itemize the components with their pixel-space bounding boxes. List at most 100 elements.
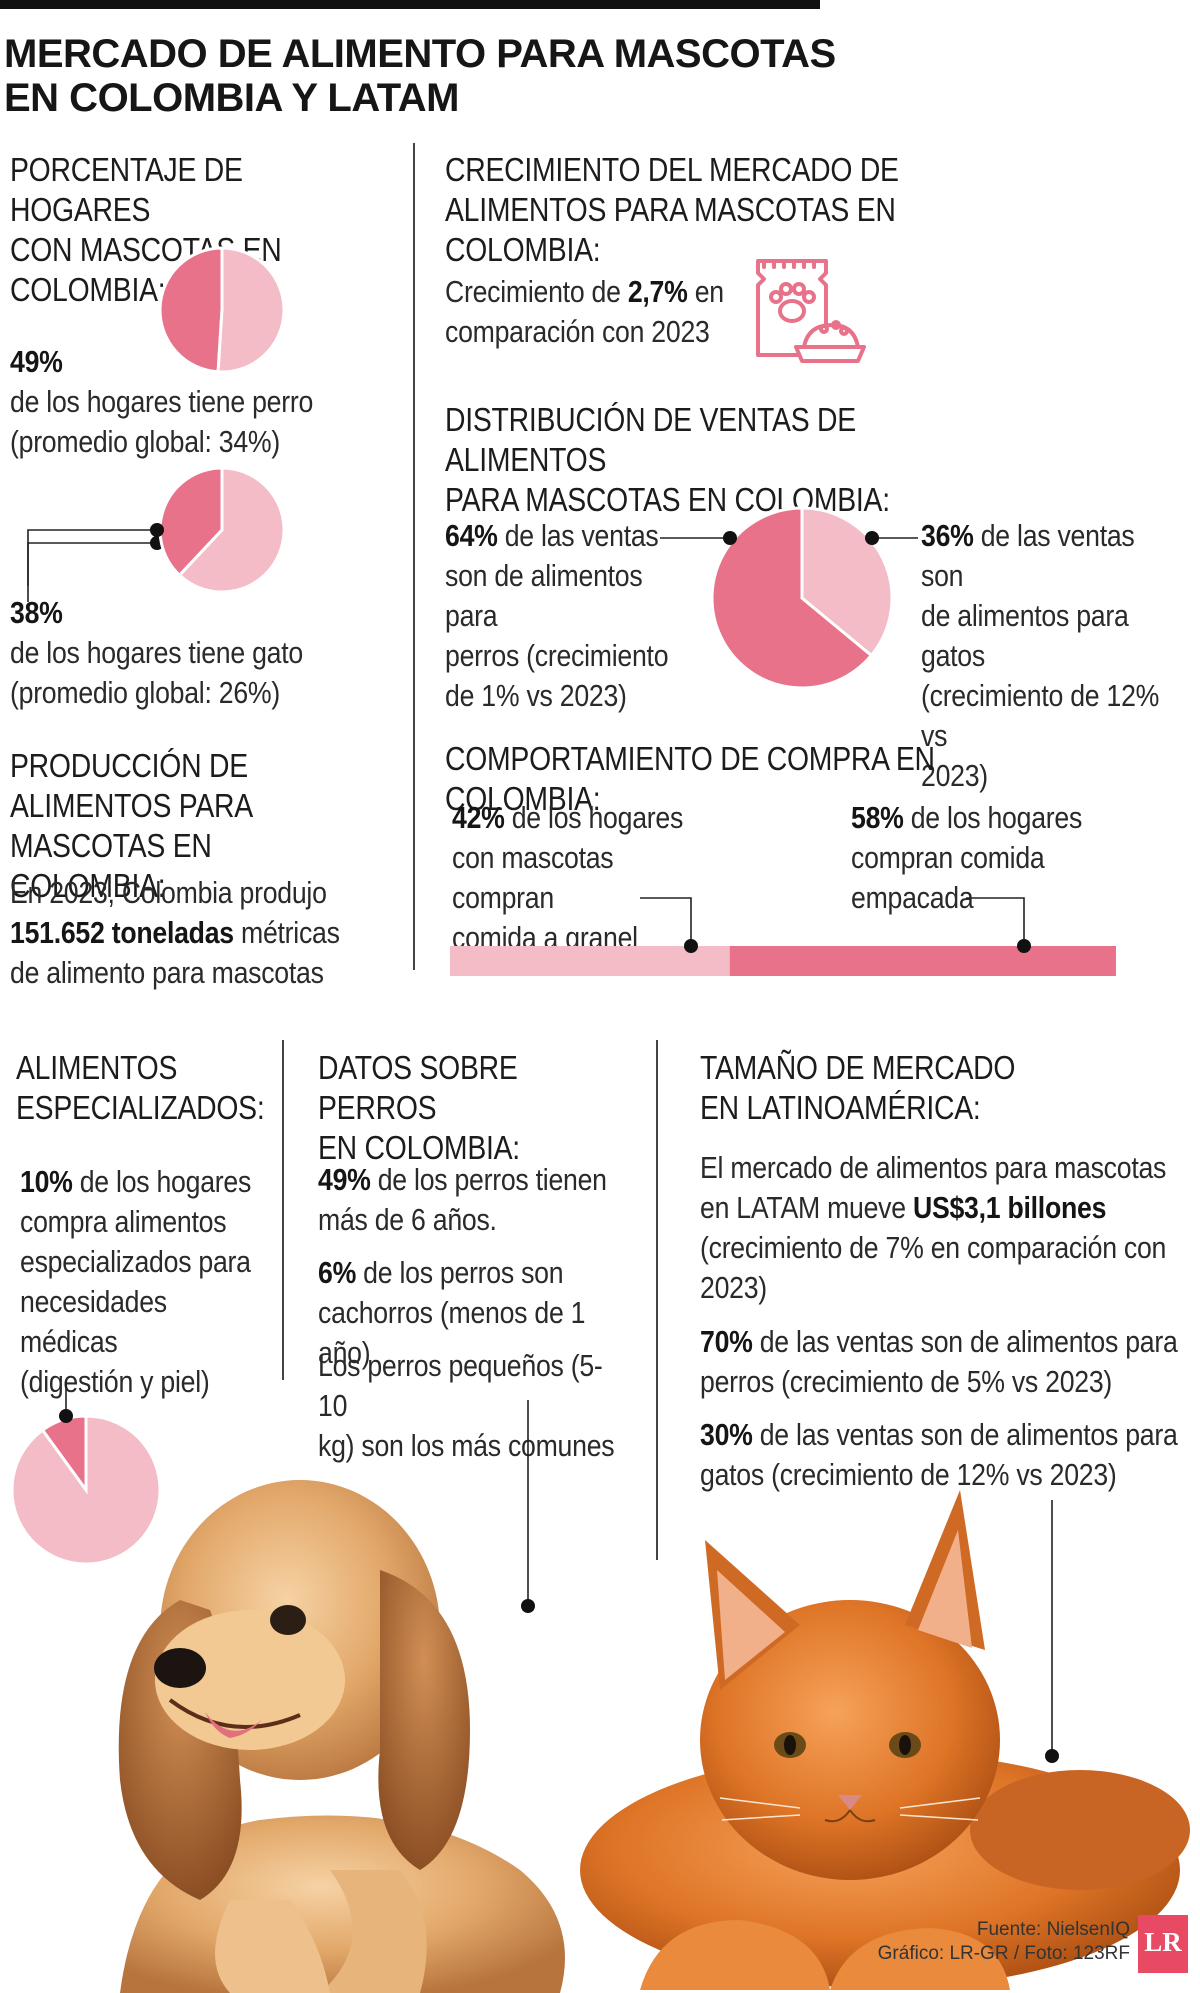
dog-households-line-2: (promedio global: 34%) — [10, 424, 280, 459]
latam-dogs-pct: 70% — [700, 1324, 753, 1359]
distribution-dogs-line-4: de 1% vs 2023) — [445, 678, 627, 713]
cats-photo-dot — [1045, 1749, 1059, 1763]
lr-logo: LR — [1138, 1915, 1188, 1973]
distribution-dogs-line-2: son de alimentos para — [445, 558, 643, 633]
column-divider-2 — [282, 1040, 284, 1380]
dog-households-pct: 49% — [10, 344, 63, 379]
specialized-line-3: especializados para — [20, 1244, 251, 1279]
buying-packed-leader — [966, 897, 1025, 946]
top-rule — [0, 0, 820, 9]
specialized-heading: ALIMENTOS ESPECIALIZADOS: — [16, 1048, 265, 1128]
pie-slice-gatos — [800, 506, 894, 658]
buying-packed-line-3: empacada — [851, 880, 974, 915]
buying-bulk-bar — [450, 946, 730, 976]
credit-text: Gráfico: LR-GR / Foto: 123RF — [877, 1943, 1130, 1964]
specialized-line-2: compra alimentos — [20, 1204, 227, 1239]
pie-slice-gato — [158, 466, 224, 578]
dog-households-text: 49% de los hogares tiene perro (promedio… — [10, 342, 371, 462]
dogs-fact-2-pct: 6% — [318, 1255, 357, 1290]
buying-packed-text: 58% de los hogares compran comida empaca… — [851, 798, 1109, 918]
distribution-dogs-text: 64% de las ventas son de alimentos para … — [445, 516, 686, 716]
distribution-dogs-line-1: de las ventas — [497, 518, 659, 553]
specialized-line-5: (digestión y piel) — [20, 1364, 210, 1399]
households-heading-line-1: PORCENTAJE DE HOGARES — [10, 151, 243, 228]
pie-slice-resto — [10, 1414, 162, 1566]
dogs-heading: DATOS SOBRE PERROS EN COLOMBIA: — [318, 1048, 610, 1168]
dogs-fact-3-line-1: Los perros pequeños (5-10 — [318, 1348, 603, 1423]
distribution-dogs-dot — [723, 531, 737, 545]
latam-heading-line-1: TAMAÑO DE MERCADO — [700, 1049, 1016, 1086]
specialized-pct: 10% — [20, 1164, 73, 1199]
dogs-fact-3-line-2: kg) son los más comunes — [318, 1428, 615, 1463]
distribution-heading: DISTRIBUCIÓN DE VENTAS DE ALIMENTOS PARA… — [445, 400, 978, 520]
dog-households-pie — [158, 246, 286, 374]
column-divider-3 — [656, 1040, 658, 1560]
latam-dogs-line-2: perros (crecimiento de 5% vs 2023) — [700, 1364, 1113, 1399]
distribution-cats-line-4: 2023) — [921, 758, 988, 793]
dogs-fact-2-line-2: cachorros (menos de 1 año) — [318, 1295, 586, 1370]
buying-bulk-leader — [640, 897, 692, 946]
dogs-fact-3: Los perros pequeños (5-10 kg) son los má… — [318, 1346, 628, 1466]
latam-cats-line-2: gatos (crecimiento de 12% vs 2023) — [700, 1457, 1117, 1492]
production-heading: PRODUCCIÓN DE ALIMENTOS PARA MASCOTAS EN… — [10, 746, 371, 906]
column-divider — [413, 143, 415, 970]
buying-packed-bar — [729, 946, 1116, 976]
cat-households-pie — [158, 466, 286, 594]
latam-dogs-line-1: de las ventas son de alimentos para — [752, 1324, 1178, 1359]
buying-bulk-pct: 42% — [452, 800, 505, 835]
pie-slice-resto — [216, 246, 286, 374]
production-line-2: métricas — [233, 915, 340, 950]
latam-heading-line-2: EN LATINOAMÉRICA: — [700, 1089, 981, 1126]
households-pies — [27, 246, 286, 602]
latam-cats-text: 30% de las ventas son de alimentos para … — [700, 1415, 1190, 1495]
distribution-cats-line-2: de alimentos para gatos — [921, 598, 1129, 673]
buying-packed-line-2: compran comida — [851, 840, 1045, 875]
cat-illustration — [580, 1490, 1190, 1990]
buying-bulk-dot — [684, 939, 698, 953]
latam-line-1: El mercado de alimentos para mascotas — [700, 1150, 1167, 1185]
title-line-1: MERCADO DE ALIMENTO PARA MASCOTAS — [4, 32, 836, 76]
production-heading-line-3: MASCOTAS EN COLOMBIA: — [10, 827, 212, 904]
cat-households-text: 38% de los hogares tiene gato (promedio … — [10, 593, 371, 713]
buying-packed-pct: 58% — [851, 800, 904, 835]
pie-slice-resto — [177, 466, 286, 594]
specialized-line-1: de los hogares — [72, 1164, 252, 1199]
latam-market-text: El mercado de alimentos para mascotas en… — [700, 1148, 1190, 1308]
specialized-heading-line-1: ALIMENTOS — [16, 1049, 178, 1086]
dogs-heading-line-2: EN COLOMBIA: — [318, 1129, 520, 1166]
dogs-fact-1-line-2: más de 6 años. — [318, 1202, 497, 1237]
distribution-dogs-pct: 64% — [445, 518, 498, 553]
growth-heading-line-1: CRECIMIENTO DEL MERCADO DE — [445, 151, 899, 188]
specialized-line-4: necesidades médicas — [20, 1284, 167, 1359]
production-tonnes: 151.652 toneladas — [10, 915, 234, 950]
page-title: MERCADO DE ALIMENTO PARA MASCOTAS EN COL… — [4, 32, 844, 120]
production-line-1: En 2023, Colombia produjo — [10, 875, 327, 910]
buying-packed-line-1: de los hogares — [903, 800, 1083, 835]
growth-text: Crecimiento de 2,7% en comparación con 2… — [445, 272, 755, 352]
cat-households-pct: 38% — [10, 595, 63, 630]
production-line-3: de alimento para mascotas — [10, 955, 324, 990]
dogs-fact-2-line-1: de los perros son — [356, 1255, 564, 1290]
dog-and-cat-photo — [118, 1400, 1190, 1993]
production-text: En 2023, Colombia produjo 151.652 tonela… — [10, 873, 406, 993]
distribution-pie — [710, 506, 894, 690]
production-heading-line-1: PRODUCCIÓN DE — [10, 747, 248, 784]
dogs-fact-2: 6% de los perros son cachorros (menos de… — [318, 1253, 628, 1373]
distribution-cats-line-3: (crecimiento de 12% vs — [921, 678, 1160, 753]
latam-market-size: US$3,1 billones — [912, 1190, 1107, 1225]
latam-heading: TAMAÑO DE MERCADO EN LATINOAMÉRICA: — [700, 1048, 1096, 1128]
cat-households-line-2: (promedio global: 26%) — [10, 675, 280, 710]
distribution-cats-pct: 36% — [921, 518, 974, 553]
production-heading-line-2: ALIMENTOS PARA — [10, 787, 253, 824]
source-text: Fuente: NielsenIQ — [976, 1919, 1130, 1940]
specialized-dot — [59, 1409, 73, 1423]
distribution-heading-line-1: DISTRIBUCIÓN DE VENTAS DE ALIMENTOS — [445, 401, 856, 478]
specialized-pie-chart — [10, 1380, 162, 1566]
latam-cats-pct: 30% — [700, 1417, 753, 1452]
distribution-cats-text: 36% de las ventas son de alimentos para … — [921, 516, 1170, 796]
latam-line-2-pre: en LATAM mueve — [700, 1190, 913, 1225]
dog-illustration — [118, 1480, 565, 1993]
latam-line-3: (crecimiento de 7% en comparación con — [700, 1230, 1167, 1265]
buying-bulk-line-1: de los hogares — [504, 800, 684, 835]
distribution-pie-chart — [660, 506, 918, 690]
